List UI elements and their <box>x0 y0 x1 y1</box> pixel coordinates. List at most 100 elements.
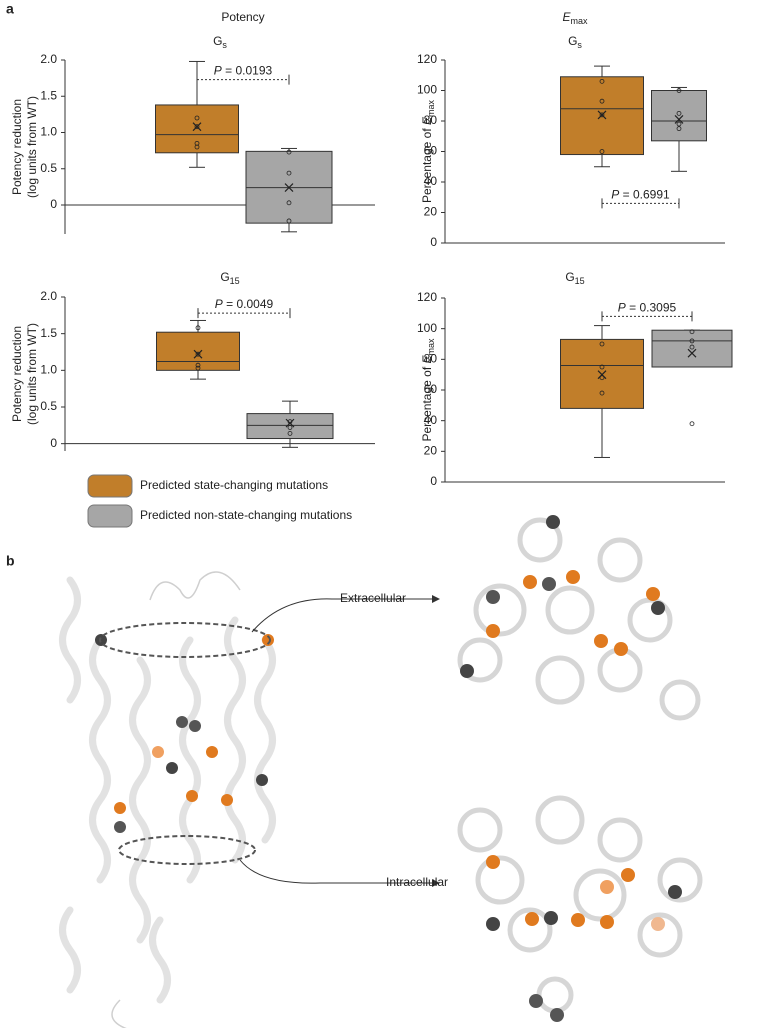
data-point <box>689 338 695 344</box>
p-symbol: P <box>611 188 619 202</box>
y-tick-label: 40 <box>424 174 438 188</box>
subplot-title: G15 <box>220 270 239 286</box>
subplot-title-main: G <box>213 34 222 48</box>
data-point <box>676 121 682 127</box>
data-point <box>286 218 292 224</box>
p-value: P = 0.0193 <box>214 64 273 78</box>
y-tick-label: 1.0 <box>40 363 57 377</box>
data-point <box>287 425 293 430</box>
mean-marker <box>285 418 295 428</box>
box-group <box>560 65 644 168</box>
data-point <box>194 144 200 150</box>
p-value: P = 0.0049 <box>215 297 274 311</box>
y-axis-label-text: Percentage of <box>420 125 434 203</box>
y-axis-label: (log units from WT) <box>25 323 39 425</box>
subplot-title-sub: 15 <box>230 276 240 286</box>
data-point <box>676 110 682 116</box>
y-tick-label: 1.0 <box>40 125 57 139</box>
y-tick-label: 120 <box>417 290 437 304</box>
panel-label: a <box>6 1 14 17</box>
y-tick-label: 1.5 <box>40 88 57 102</box>
y-tick-label: 100 <box>417 321 437 335</box>
data-point <box>689 421 695 427</box>
data-point <box>194 124 200 130</box>
box-group <box>560 325 644 458</box>
legend-label: Predicted state-changing mutations <box>140 478 328 492</box>
mean-marker <box>597 110 607 120</box>
panel-label: b <box>6 553 15 569</box>
y-tick-label: 2.0 <box>40 289 57 303</box>
data-point <box>599 112 605 118</box>
p-text: = 0.6991 <box>619 188 670 202</box>
data-point <box>286 200 292 206</box>
y-tick-label: 1.5 <box>40 326 57 340</box>
y-tick-label: 0 <box>50 436 57 450</box>
data-point <box>599 375 605 381</box>
mean-marker <box>284 183 294 193</box>
legend-swatch <box>87 474 133 498</box>
data-point <box>195 351 201 357</box>
y-tick-label: 80 <box>424 113 438 127</box>
structure-label: Intracellular <box>386 875 448 889</box>
y-axis-label-sub: max <box>426 99 436 117</box>
data-point <box>286 149 292 155</box>
legend-label: Predicted non-state-changing mutations <box>140 508 352 522</box>
data-point <box>194 115 200 121</box>
p-value: P = 0.3095 <box>618 301 677 315</box>
box <box>156 331 240 371</box>
y-tick-label: 60 <box>424 382 438 396</box>
data-point <box>599 364 605 370</box>
column-title: Potency <box>221 10 264 24</box>
legend-swatch <box>87 504 133 528</box>
subplot-title: Gs <box>568 34 582 50</box>
box-group <box>245 147 333 233</box>
column-title-sub: max <box>571 16 589 26</box>
y-tick-label: 2.0 <box>40 52 57 66</box>
y-axis-label-text: Percentage of <box>420 363 434 441</box>
data-point <box>599 390 605 396</box>
subplot-title-sub: s <box>222 40 227 50</box>
data-point <box>599 149 605 154</box>
p-text: = 0.3095 <box>626 301 677 315</box>
box <box>246 413 334 440</box>
p-symbol: P <box>215 297 223 311</box>
data-point <box>287 430 293 436</box>
mean-marker <box>687 348 697 358</box>
y-tick-label: 20 <box>424 444 438 458</box>
data-point <box>599 98 605 104</box>
y-tick-label: 100 <box>417 83 437 97</box>
y-axis-label: Potency reduction <box>10 99 24 195</box>
data-point <box>689 329 695 335</box>
column-title: Emax <box>562 10 588 26</box>
subplot-title-main: G <box>565 270 574 284</box>
y-tick-label: 20 <box>424 205 438 219</box>
y-axis-label-italic: E <box>420 116 434 125</box>
y-tick-label: 40 <box>424 413 438 427</box>
mean-marker <box>193 349 203 359</box>
box-group <box>651 86 707 172</box>
data-point <box>195 325 201 331</box>
data-point <box>676 88 682 93</box>
y-axis-label-sub: max <box>426 338 436 356</box>
y-axis-label: Potency reduction <box>10 326 24 422</box>
subplot-title-main: G <box>568 34 577 48</box>
data-point <box>599 341 605 347</box>
mean-marker <box>192 122 202 132</box>
y-axis-label: Percentage of Emax <box>420 338 436 442</box>
data-point <box>689 344 695 350</box>
p-symbol: P <box>618 301 626 315</box>
p-symbol: P <box>214 64 222 78</box>
y-tick-label: 0.5 <box>40 399 57 413</box>
y-tick-label: 0 <box>430 235 437 249</box>
subplot-title-sub: s <box>577 40 582 50</box>
y-tick-label: 0 <box>50 197 57 211</box>
box <box>651 329 733 368</box>
y-tick-label: 60 <box>424 144 438 158</box>
y-tick-label: 80 <box>424 352 438 366</box>
y-axis-label: Percentage of Emax <box>420 99 436 203</box>
mean-marker <box>674 115 684 124</box>
box-group <box>246 400 334 448</box>
data-point <box>195 362 201 368</box>
box-group <box>156 319 240 380</box>
subplot-title-sub: 15 <box>575 276 585 286</box>
